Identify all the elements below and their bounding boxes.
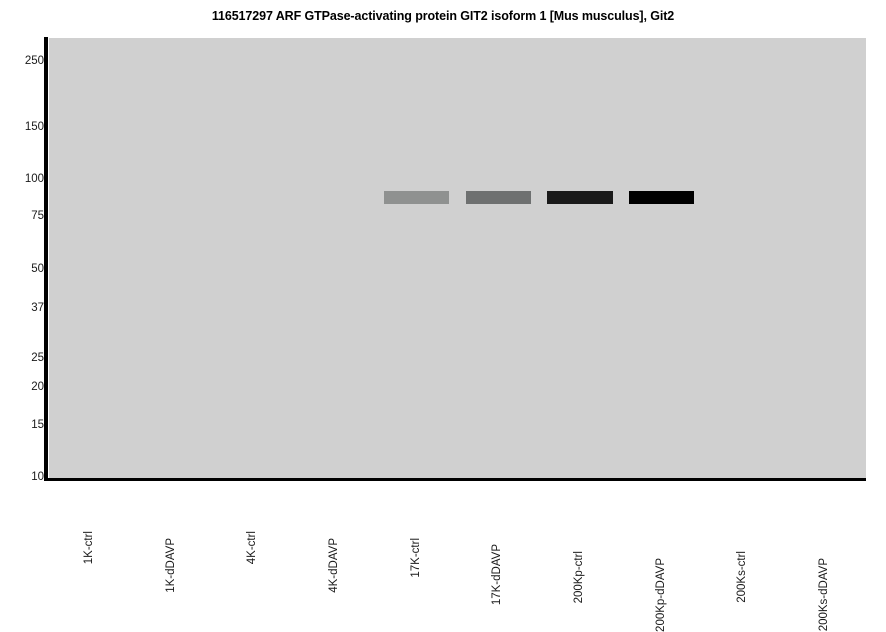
page-title: 116517297 ARF GTPase-activating protein … — [211, 9, 675, 23]
y-tick-label: 20 — [31, 381, 44, 394]
plot-area — [49, 38, 866, 478]
y-tick-label: 100 — [24, 173, 44, 186]
x-tick-label-text: 200Ks-ctrl — [736, 551, 749, 603]
y-tick-label: 25 — [31, 352, 44, 365]
y-tick-label: 37 — [31, 301, 44, 314]
y-tick-label: 50 — [31, 262, 44, 275]
blot-band-200kp-ddavp — [629, 190, 695, 204]
x-tick-label-text: 1K-ctrl — [82, 531, 95, 565]
x-tick-label-text: 200Kp-ctrl — [573, 551, 586, 604]
y-tick-label: 75 — [31, 210, 44, 223]
blot-band-17k-ddavp — [465, 190, 532, 204]
y-axis-tick-labels: 250 150 100 75 50 37 25 20 15 10 — [0, 0, 44, 595]
y-tick-label: 10 — [31, 471, 44, 483]
x-axis-tick-labels: 1K-ctrl 1K-dDAVP 4K-ctrl 4K-dDAVP 17K-ctrl 17… — [82, 531, 830, 631]
y-tick-label: 250 — [24, 54, 44, 67]
x-tick-label-text: 1K-dDAVP — [164, 537, 177, 593]
band-layer — [49, 38, 866, 478]
y-axis-spine — [44, 37, 48, 481]
blot-band-200kp-ctrl — [547, 190, 613, 204]
x-axis-spine — [44, 478, 866, 481]
x-tick-label-text: 4K-dDAVP — [327, 537, 340, 593]
x-tick-label-text: 17K-dDAVP — [491, 544, 504, 606]
blot-band-17k-ctrl — [383, 190, 450, 204]
x-tick-label-text: 4K-ctrl — [246, 531, 259, 565]
virtual-western-blot-figure: 116517297 ARF GTPase-activating protein … — [0, 0, 866, 632]
x-tick-label-text: 17K-ctrl — [409, 537, 422, 578]
y-tick-label: 15 — [31, 418, 44, 431]
y-tick-label: 150 — [24, 120, 44, 133]
x-tick-label-text: 200Ks-dDAVP — [818, 557, 831, 631]
